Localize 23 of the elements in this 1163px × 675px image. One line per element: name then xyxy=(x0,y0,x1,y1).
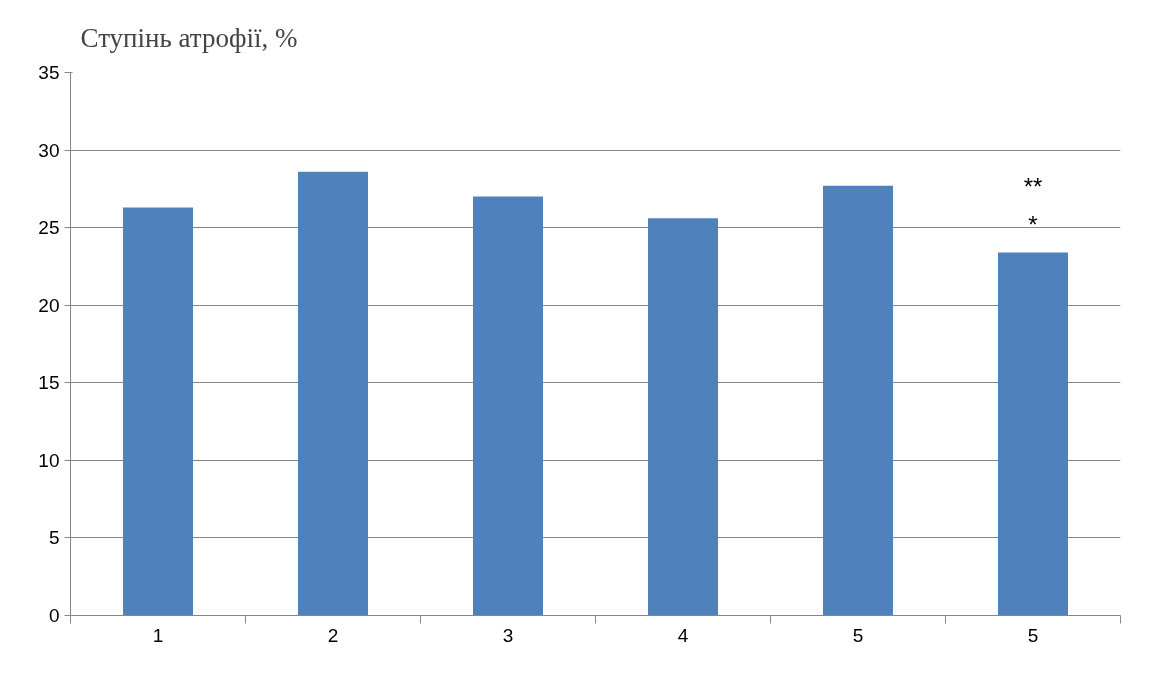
x-tick-label: 4 xyxy=(677,624,689,646)
bar xyxy=(123,207,193,616)
y-tick-label: 10 xyxy=(38,449,60,471)
y-tick-label: 25 xyxy=(38,217,60,239)
x-tick-label: 2 xyxy=(327,624,339,646)
x-tick-label: 3 xyxy=(502,624,514,646)
bar xyxy=(648,218,718,616)
annotation: * xyxy=(1028,210,1038,238)
x-tick-label: 5 xyxy=(1027,624,1039,646)
x-tick-label: 1 xyxy=(152,624,164,646)
x-tick-label: 5 xyxy=(852,624,864,646)
bar xyxy=(998,252,1068,616)
y-tick-label: 0 xyxy=(48,605,60,626)
y-tick-label: 5 xyxy=(48,527,60,549)
bar xyxy=(298,171,368,616)
y-tick-label: 35 xyxy=(38,62,60,83)
y-tick-label: 20 xyxy=(38,294,60,316)
annotation: ** xyxy=(1023,172,1043,200)
y-tick-label: 30 xyxy=(38,139,60,161)
bar xyxy=(823,185,893,616)
bar xyxy=(473,196,543,616)
y-axis-title: Ступінь атрофії, % xyxy=(80,22,298,53)
y-tick-label: 15 xyxy=(38,372,60,394)
